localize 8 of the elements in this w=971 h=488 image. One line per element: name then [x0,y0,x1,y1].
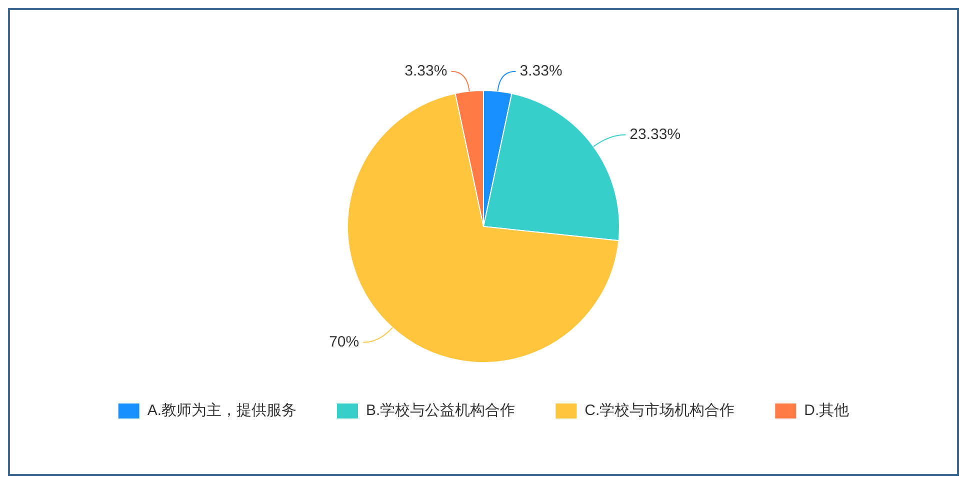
legend-label: A.教师为主，提供服务 [147,402,297,420]
legend-label: B.学校与公益机构合作 [366,402,516,420]
data-label: 3.33% [404,62,448,80]
data-label: 23.33% [630,126,681,143]
data-label: 3.33% [520,62,562,80]
legend-label: D.其他 [804,402,850,420]
data-label: 70% [329,334,360,351]
legend-label: C.学校与市场机构合作 [584,402,735,420]
